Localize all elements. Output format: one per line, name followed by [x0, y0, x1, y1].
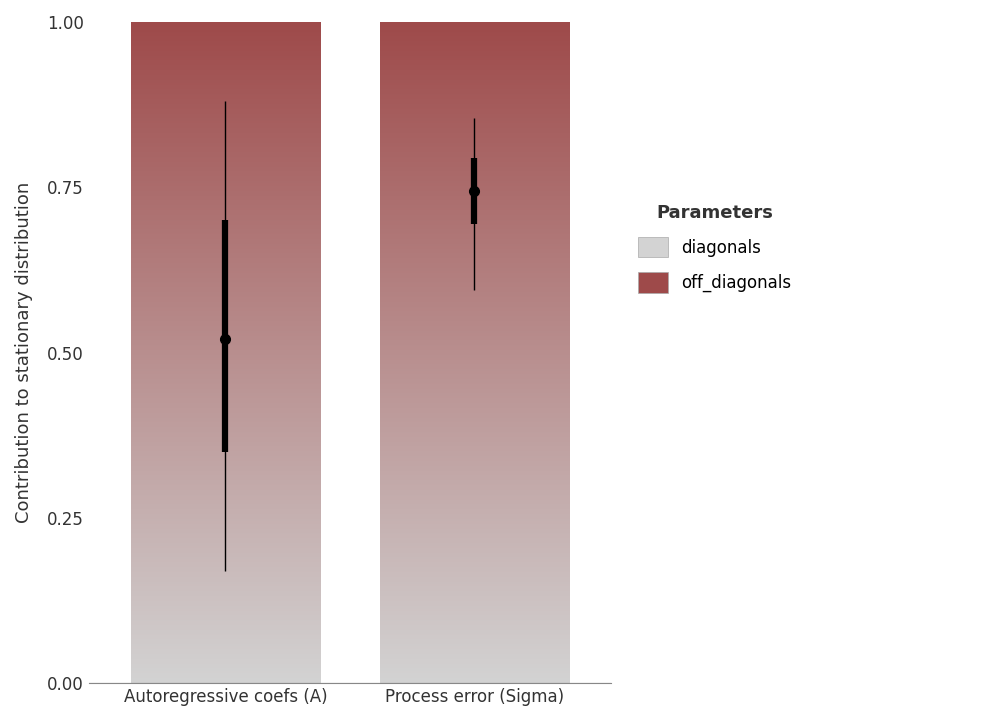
Legend: diagonals, off_diagonals: diagonals, off_diagonals: [630, 195, 800, 301]
Y-axis label: Contribution to stationary distribution: Contribution to stationary distribution: [15, 182, 33, 523]
